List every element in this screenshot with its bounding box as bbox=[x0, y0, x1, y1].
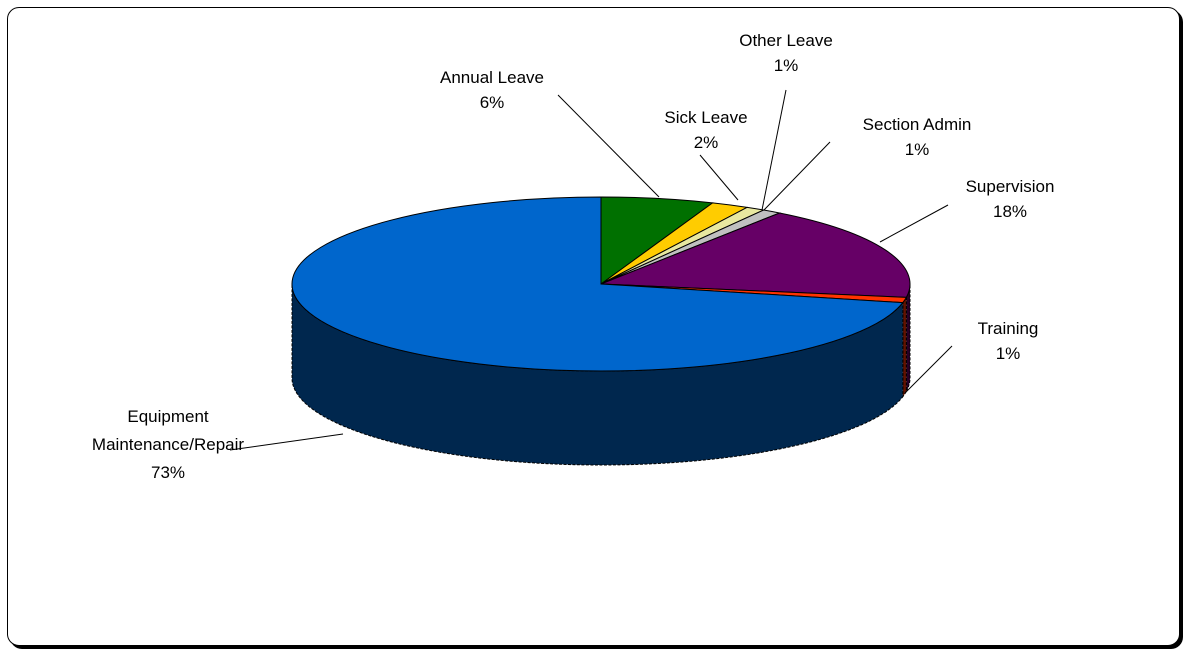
slice-name: Annual Leave bbox=[440, 68, 544, 87]
slice-name: Maintenance/Repair bbox=[92, 435, 244, 454]
slice-percent: 2% bbox=[694, 133, 719, 152]
slice-label-1: Sick Leave 2% bbox=[664, 108, 747, 152]
pie-slice-4 bbox=[600, 212, 911, 298]
slice-percent: 73% bbox=[151, 463, 185, 482]
leader-line-1 bbox=[699, 154, 739, 201]
leader-line-0 bbox=[557, 94, 660, 198]
leader-line-4 bbox=[879, 204, 949, 243]
slice-percent: 18% bbox=[993, 202, 1027, 221]
pie-top-layer bbox=[291, 196, 911, 372]
slice-name: Supervision bbox=[966, 177, 1055, 196]
slice-percent: 6% bbox=[480, 93, 505, 112]
leader-line-5 bbox=[904, 345, 953, 394]
leader-line-6 bbox=[229, 433, 344, 451]
slice-label-3: Section Admin 1% bbox=[863, 115, 972, 159]
slice-name: Section Admin bbox=[863, 115, 972, 134]
slice-percent: 1% bbox=[996, 344, 1021, 363]
leader-line-2 bbox=[761, 89, 787, 211]
leader-lines bbox=[229, 89, 953, 451]
slice-label-4: Supervision 18% bbox=[966, 177, 1055, 221]
slice-name: Other Leave bbox=[739, 31, 833, 50]
slice-label-6: Equipment Maintenance/Repair 73% bbox=[92, 407, 244, 482]
slice-label-5: Training 1% bbox=[978, 319, 1039, 363]
leader-line-3 bbox=[763, 141, 831, 211]
slice-label-2: Other Leave 1% bbox=[739, 31, 833, 75]
slice-name: Equipment bbox=[127, 407, 209, 426]
slice-percent: 1% bbox=[774, 56, 799, 75]
slice-name: Sick Leave bbox=[664, 108, 747, 127]
pie-side-5 bbox=[902, 297, 907, 399]
slice-label-0: Annual Leave 6% bbox=[440, 68, 544, 112]
pie-side-4 bbox=[905, 283, 911, 392]
pie-side-6 bbox=[291, 283, 904, 466]
slice-name: Training bbox=[978, 319, 1039, 338]
slice-percent: 1% bbox=[905, 140, 930, 159]
pie-slice-6 bbox=[291, 196, 904, 372]
